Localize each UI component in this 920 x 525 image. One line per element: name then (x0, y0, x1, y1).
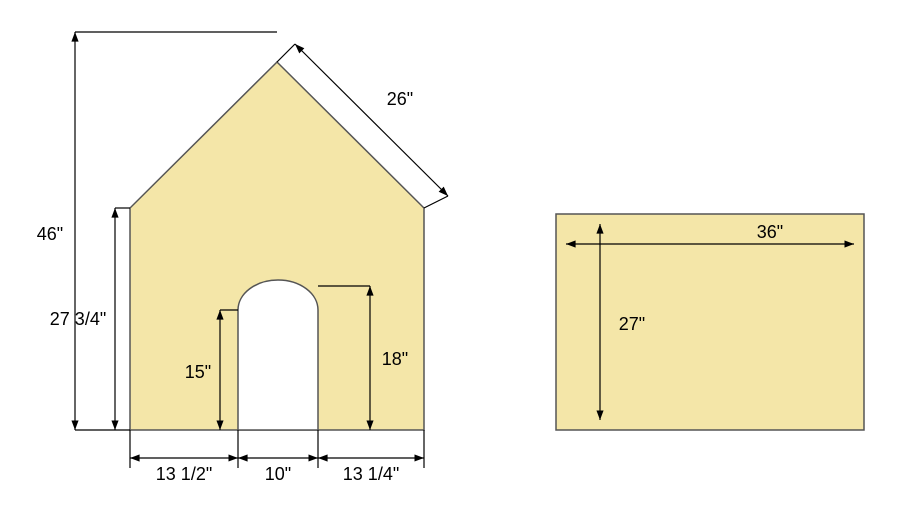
dim-bottom-door: 10" (238, 430, 318, 484)
dim-label: 10" (265, 464, 291, 484)
side-panel (556, 214, 864, 430)
dim-label: 13 1/2" (156, 464, 212, 484)
dim-label: 26" (387, 89, 413, 109)
dim-label: 13 1/4" (343, 464, 399, 484)
dim-bottom-left: 13 1/2" (130, 430, 238, 484)
dim-label: 15" (185, 362, 211, 382)
front-panel (130, 62, 424, 430)
dim-label: 46" (37, 224, 63, 244)
dim-bottom-right: 13 1/4" (318, 430, 424, 484)
dim-label: 18" (382, 349, 408, 369)
dim-label: 36" (757, 222, 783, 242)
dim-label: 27" (619, 314, 645, 334)
dim-label: 27 3/4" (50, 309, 106, 329)
